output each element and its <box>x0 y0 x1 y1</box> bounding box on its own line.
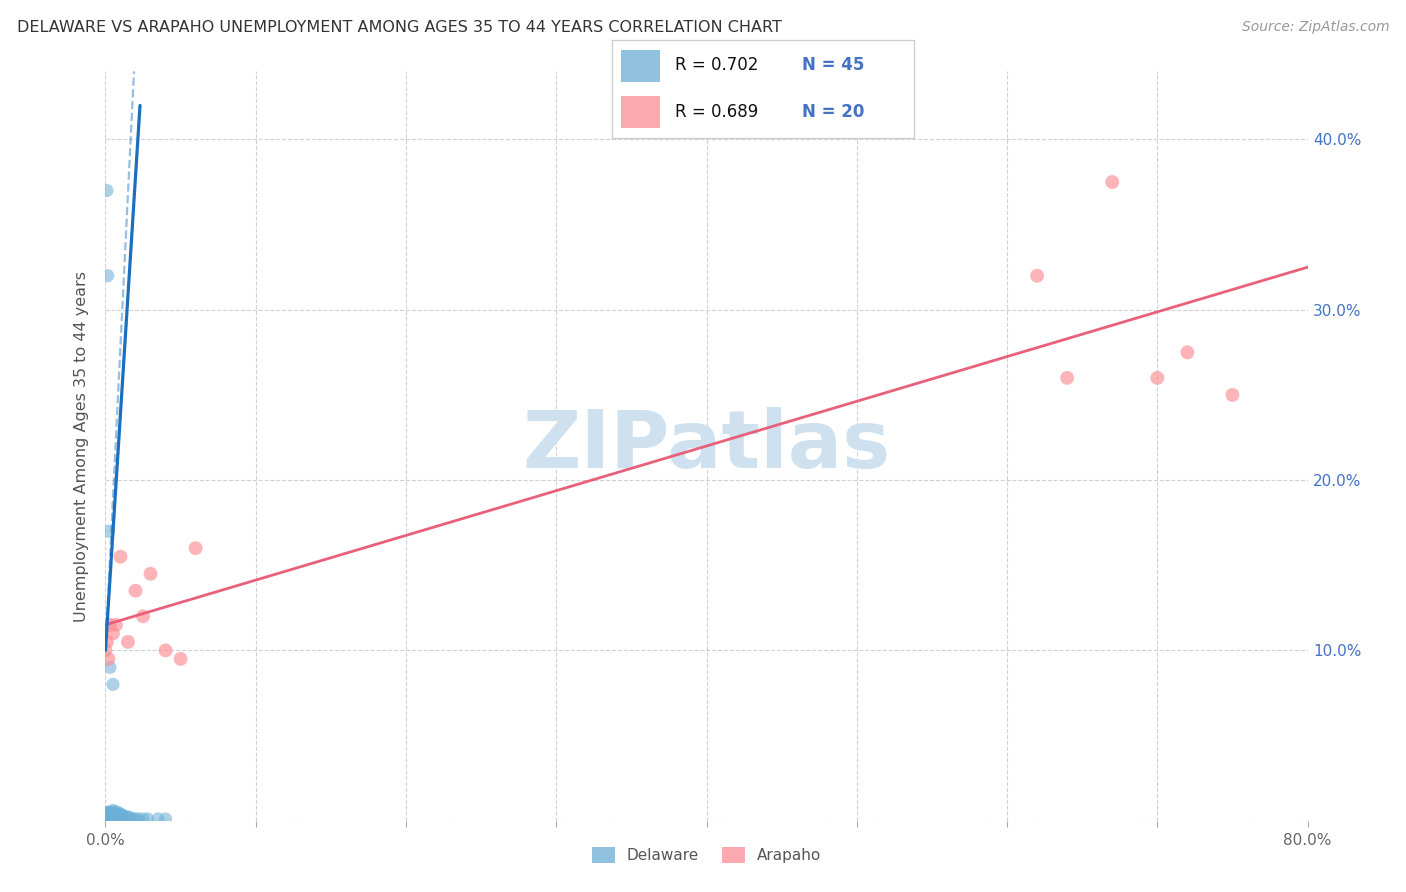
Bar <box>620 96 659 128</box>
Point <box>98 810 121 824</box>
Point <box>107 805 129 819</box>
Point <box>132 812 155 826</box>
Bar <box>620 50 659 82</box>
Point <box>1026 268 1049 283</box>
Point <box>118 810 141 824</box>
Point <box>100 810 122 824</box>
Point <box>98 660 121 674</box>
Point <box>108 808 131 822</box>
Text: N = 45: N = 45 <box>801 56 865 74</box>
Point <box>110 810 132 824</box>
Text: N = 20: N = 20 <box>801 103 865 120</box>
Point <box>184 541 207 556</box>
Text: R = 0.702: R = 0.702 <box>675 56 758 74</box>
Point <box>114 810 136 824</box>
Point <box>96 635 118 649</box>
Point <box>96 808 118 822</box>
Point <box>107 808 129 822</box>
Point <box>97 806 120 821</box>
Text: R = 0.689: R = 0.689 <box>675 103 758 120</box>
Point <box>169 652 191 666</box>
Point <box>103 808 125 822</box>
Point <box>96 812 118 826</box>
Legend: Delaware, Arapaho: Delaware, Arapaho <box>585 841 828 869</box>
Point <box>121 812 143 826</box>
Point <box>98 806 121 821</box>
Point <box>98 617 121 632</box>
Text: ZIPatlas: ZIPatlas <box>523 407 890 485</box>
Point <box>96 810 118 824</box>
Point <box>1146 371 1168 385</box>
Point <box>1222 388 1244 402</box>
Point <box>96 184 118 198</box>
Point <box>112 808 135 822</box>
Point <box>1101 175 1123 189</box>
Point <box>94 643 117 657</box>
Point <box>97 268 120 283</box>
Point <box>96 805 118 819</box>
Point <box>110 549 132 564</box>
Point <box>103 805 125 819</box>
Point <box>124 812 146 826</box>
Text: Source: ZipAtlas.com: Source: ZipAtlas.com <box>1241 20 1389 34</box>
Point <box>97 810 120 824</box>
Point <box>101 806 124 821</box>
Point <box>100 806 122 821</box>
Point <box>136 812 159 826</box>
Point <box>1056 371 1078 385</box>
Point <box>128 812 150 826</box>
Point <box>155 643 177 657</box>
Point <box>124 583 146 598</box>
Point <box>104 806 127 821</box>
Point <box>101 626 124 640</box>
Point <box>97 808 120 822</box>
Y-axis label: Unemployment Among Ages 35 to 44 years: Unemployment Among Ages 35 to 44 years <box>75 270 90 622</box>
Point <box>104 617 127 632</box>
Point <box>101 808 124 822</box>
Point <box>97 524 120 538</box>
Point <box>98 808 121 822</box>
Point <box>117 810 139 824</box>
Point <box>104 810 127 824</box>
Point <box>117 635 139 649</box>
Text: DELAWARE VS ARAPAHO UNEMPLOYMENT AMONG AGES 35 TO 44 YEARS CORRELATION CHART: DELAWARE VS ARAPAHO UNEMPLOYMENT AMONG A… <box>17 20 782 35</box>
Point <box>111 808 134 822</box>
Point <box>96 806 118 821</box>
Point <box>96 808 118 822</box>
Point <box>110 806 132 821</box>
Point <box>155 812 177 826</box>
Point <box>97 805 120 819</box>
Point <box>132 609 155 624</box>
Point <box>1175 345 1198 359</box>
Point <box>101 804 124 818</box>
Point <box>139 566 162 581</box>
Point <box>146 812 169 826</box>
Point <box>100 805 122 819</box>
Point <box>101 677 124 691</box>
Point <box>97 652 120 666</box>
